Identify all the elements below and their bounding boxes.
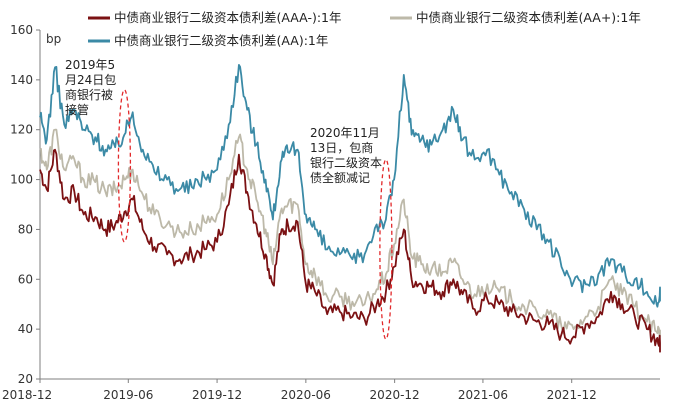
- series-line-0: [39, 148, 661, 353]
- legend-label: 中债商业银行二级资本债利差(AAA-):1年: [114, 10, 342, 25]
- y-tick-label: 40: [18, 322, 33, 336]
- y-tick-label: 20: [18, 372, 33, 386]
- x-tick-label: 2020-12: [370, 388, 420, 402]
- y-tick-label: 140: [10, 73, 33, 87]
- annotation-layer: 2019年5 月24日包商银行被接管 2020年11月 13日，包商银行二级资本债全额…: [65, 58, 393, 340]
- x-tick-label: 2019-06: [103, 388, 153, 402]
- event-annotation: 2019年5 月24日包商银行被接管: [65, 58, 116, 117]
- axes: 20 40 60 80 100 120 140 160 bp 2018-12 2019-06 2019…: [2, 23, 660, 402]
- x-tick-label: 2019-12: [192, 388, 242, 402]
- y-tick-label: 80: [18, 222, 33, 236]
- series-layer: [39, 64, 661, 353]
- y-tick-label: 160: [10, 23, 33, 37]
- event-annotation: 2020年11月 13日，包商银行二级资本债全额减记: [310, 126, 382, 185]
- series-line-1: [39, 128, 661, 340]
- event-ellipse: [117, 89, 132, 243]
- y-tick-label: 60: [18, 272, 33, 286]
- y-tick-label: 100: [10, 173, 33, 187]
- x-tick-label: 2018-12: [2, 388, 52, 402]
- x-tick-label: 2021-12: [547, 388, 597, 402]
- legend-label: 中债商业银行二级资本债利差(AA+):1年: [416, 10, 641, 25]
- event-ellipse: [379, 158, 393, 340]
- series-line-2: [39, 64, 661, 308]
- x-tick-label: 2020-06: [281, 388, 331, 402]
- x-tick-label: 2021-06: [458, 388, 508, 402]
- y-axis-unit-label: bp: [46, 32, 61, 46]
- legend: 中债商业银行二级资本债利差(AAA-):1年 中债商业银行二级资本债利差(AA+)…: [88, 10, 641, 48]
- y-tick-label: 120: [10, 123, 33, 137]
- legend-label: 中债商业银行二级资本债利差(AA):1年: [114, 33, 328, 48]
